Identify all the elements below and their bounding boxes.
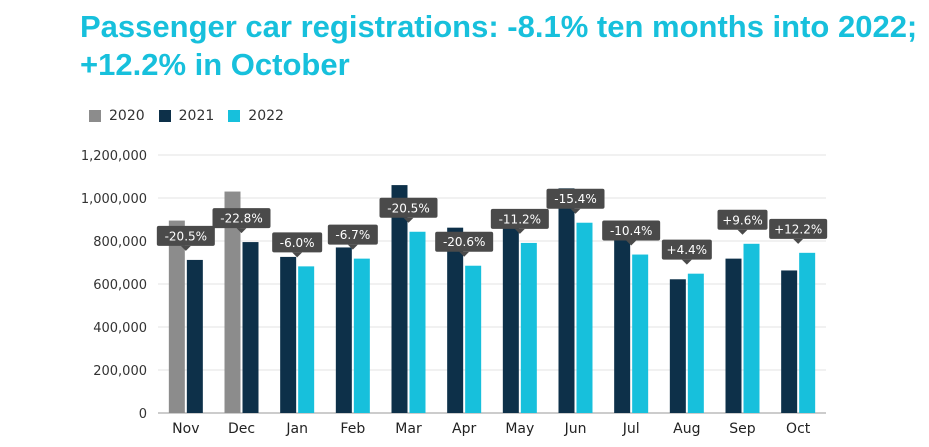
change-label-pointer (793, 238, 804, 244)
bar-2022 (687, 273, 704, 413)
change-label-pointer (292, 252, 303, 258)
change-label-pointer (514, 228, 525, 234)
change-label-pointer (403, 217, 414, 223)
x-tick-label: Sep (729, 421, 756, 437)
change-label-text: -20.5% (387, 201, 429, 215)
chart-title: Passenger car registrations: -8.1% ten m… (80, 9, 918, 82)
change-label-text: -22.8% (220, 212, 262, 226)
change-label-pointer (681, 259, 692, 265)
change-label-box (327, 224, 378, 245)
bar-2022 (409, 231, 426, 413)
change-label-pointer (347, 244, 358, 250)
change-label-text: -10.4% (610, 224, 652, 238)
legend-item-2020: 2020 (89, 108, 145, 124)
legend-swatch-2021 (158, 110, 171, 122)
change-label-pointer (626, 240, 637, 246)
legend-swatch-2022 (228, 110, 241, 122)
legend-label-2020: 2020 (109, 108, 145, 124)
bar-2021 (242, 242, 259, 413)
change-label-box (212, 208, 271, 229)
change-label-text: -20.6% (443, 235, 485, 249)
x-tick-label: Mar (395, 421, 422, 437)
bar-2022 (632, 254, 649, 413)
x-tick-label: Apr (452, 421, 476, 437)
x-tick-label: Jun (564, 421, 587, 437)
y-tick-label: 1,200,000 (81, 149, 147, 164)
y-tick-label: 600,000 (93, 278, 147, 293)
bar-2021 (725, 258, 742, 413)
change-label-box (602, 220, 661, 241)
legend-label-2022: 2022 (248, 108, 284, 124)
bar-2021 (186, 259, 203, 413)
x-tick-label: Feb (340, 421, 365, 437)
change-label-text: -6.0% (280, 236, 315, 250)
change-label-text: +4.4% (667, 243, 708, 257)
change-label-text: +9.6% (722, 213, 763, 227)
legend-swatch-2020 (89, 110, 101, 122)
change-label-box (717, 209, 768, 230)
change-label-pointer (570, 208, 581, 214)
bar-2021 (781, 270, 798, 413)
change-label-text: +12.2% (774, 222, 822, 236)
y-tick-label: 800,000 (93, 235, 147, 250)
change-label-text: -11.2% (499, 212, 541, 226)
bar-2022 (520, 242, 537, 413)
x-tick-label: Aug (673, 421, 700, 437)
change-label-text: -20.5% (165, 229, 207, 243)
change-label-text: -15.4% (554, 192, 596, 206)
change-label-box (379, 197, 438, 218)
change-label-box (546, 188, 605, 209)
x-tick-label: Jan (285, 421, 308, 437)
bar-2022 (576, 222, 593, 413)
y-tick-label: 1,000,000 (81, 192, 147, 207)
bar-2020 (224, 191, 241, 413)
bar-2022 (743, 243, 760, 413)
change-label-box (661, 239, 712, 260)
change-label-pointer (459, 251, 470, 257)
bar-2021 (391, 185, 408, 413)
x-tick-label: Jul (622, 421, 640, 437)
x-tick-label: May (505, 421, 534, 437)
change-label-box (769, 218, 828, 239)
y-tick-label: 200,000 (93, 364, 147, 379)
legend-item-2022: 2022 (228, 108, 284, 124)
bar-2021 (614, 236, 631, 413)
change-label-box (156, 225, 215, 246)
bar-2020 (168, 220, 185, 413)
change-label-pointer (180, 245, 191, 251)
bar-2021 (335, 247, 352, 413)
bar-2021 (558, 188, 575, 413)
legend-item-2021: 2021 (158, 108, 215, 124)
change-label-box (272, 232, 323, 253)
bar-2021 (502, 222, 519, 413)
bar-2022 (298, 266, 315, 413)
change-label-box (490, 208, 549, 229)
legend: 2020 2021 2022 (89, 108, 284, 124)
x-tick-label: Nov (172, 421, 199, 437)
x-tick-label: Dec (228, 421, 255, 437)
change-label-pointer (236, 228, 247, 234)
bar-2022 (465, 265, 482, 413)
y-tick-label: 400,000 (93, 321, 147, 336)
bar-2021 (447, 227, 464, 413)
bar-2021 (280, 256, 297, 413)
legend-label-2021: 2021 (178, 108, 215, 124)
bar-2022 (353, 258, 370, 413)
x-tick-label: Oct (786, 421, 811, 437)
change-label-text: -6.7% (335, 228, 370, 242)
bar-2022 (799, 252, 816, 413)
y-tick-label: 0 (139, 407, 147, 422)
bar-2021 (669, 279, 686, 413)
change-label-pointer (737, 229, 748, 235)
change-label-box (435, 231, 494, 252)
